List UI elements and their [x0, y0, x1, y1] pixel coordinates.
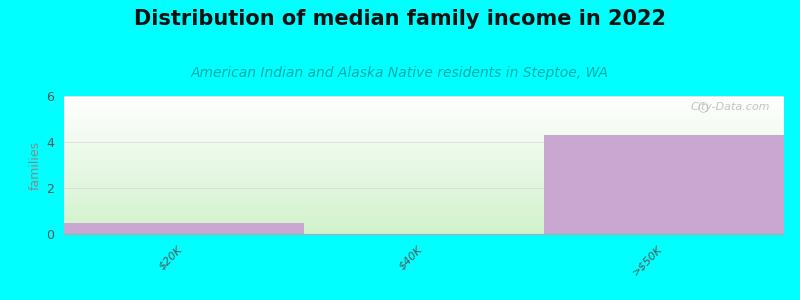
- Bar: [64, 223, 304, 234]
- Bar: [544, 135, 784, 234]
- Text: City-Data.com: City-Data.com: [690, 101, 770, 112]
- Text: Distribution of median family income in 2022: Distribution of median family income in …: [134, 9, 666, 29]
- Text: American Indian and Alaska Native residents in Steptoe, WA: American Indian and Alaska Native reside…: [191, 66, 609, 80]
- Y-axis label: families: families: [29, 140, 42, 190]
- Text: ○: ○: [698, 101, 709, 114]
